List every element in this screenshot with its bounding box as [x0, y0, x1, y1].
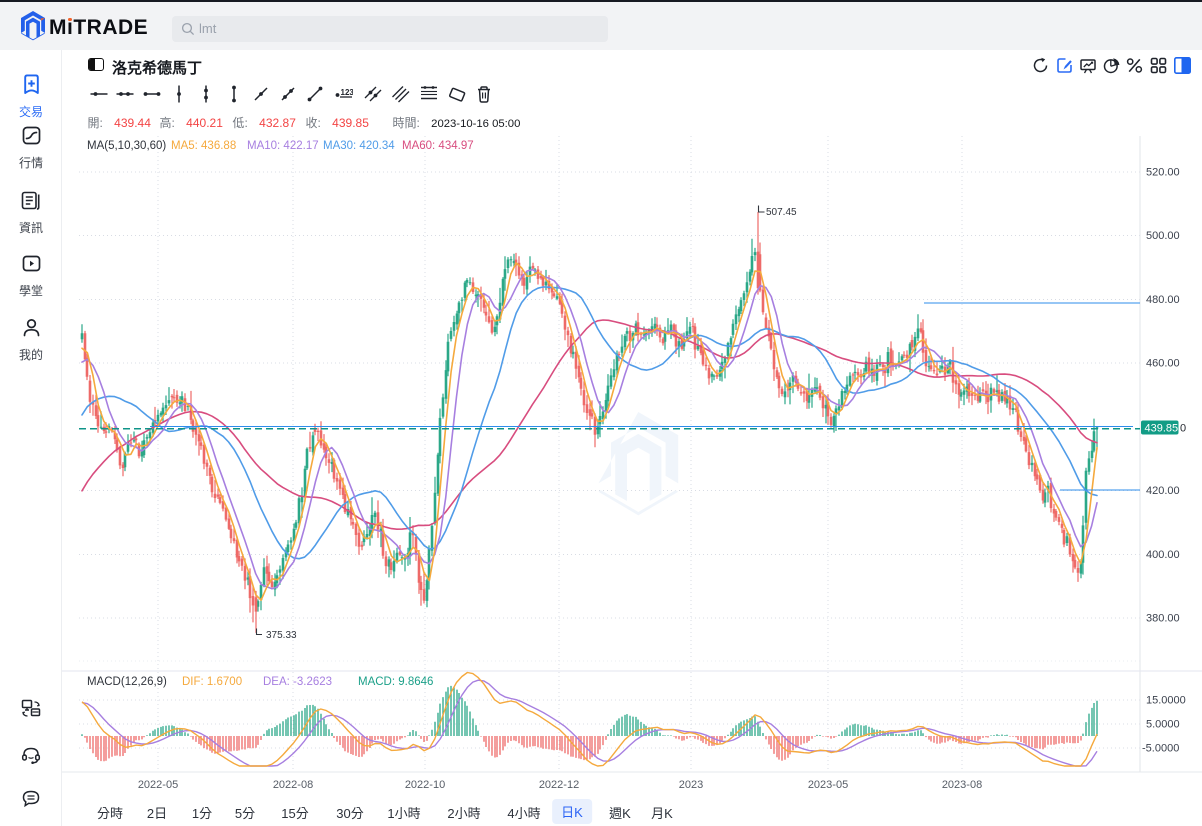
svg-text:500.00: 500.00 — [1146, 230, 1180, 242]
svg-text:400.00: 400.00 — [1146, 549, 1180, 561]
svg-text:420.00: 420.00 — [1146, 485, 1180, 497]
svg-text:2022-05: 2022-05 — [138, 779, 178, 791]
svg-text:123: 123 — [341, 88, 354, 97]
svg-text:2022-12: 2022-12 — [539, 779, 579, 791]
svg-text:507.45: 507.45 — [766, 207, 797, 218]
svg-text:-5.0000: -5.0000 — [1142, 743, 1179, 755]
svg-text:480.00: 480.00 — [1146, 294, 1180, 306]
svg-text:2023-05: 2023-05 — [808, 779, 848, 791]
svg-text:2022-10: 2022-10 — [405, 779, 445, 791]
svg-text:520.00: 520.00 — [1146, 167, 1180, 179]
svg-text:2022-08: 2022-08 — [273, 779, 313, 791]
svg-text:460.00: 460.00 — [1146, 358, 1180, 370]
svg-text:380.00: 380.00 — [1146, 613, 1180, 625]
svg-text:439.85: 439.85 — [1145, 423, 1179, 435]
svg-text:375.33: 375.33 — [266, 630, 297, 641]
svg-text:2023-08: 2023-08 — [942, 779, 982, 791]
svg-text:15.0000: 15.0000 — [1146, 695, 1186, 707]
svg-text:5.0000: 5.0000 — [1146, 719, 1180, 731]
svg-text:2023: 2023 — [679, 779, 703, 791]
svg-text:0: 0 — [1180, 423, 1186, 435]
